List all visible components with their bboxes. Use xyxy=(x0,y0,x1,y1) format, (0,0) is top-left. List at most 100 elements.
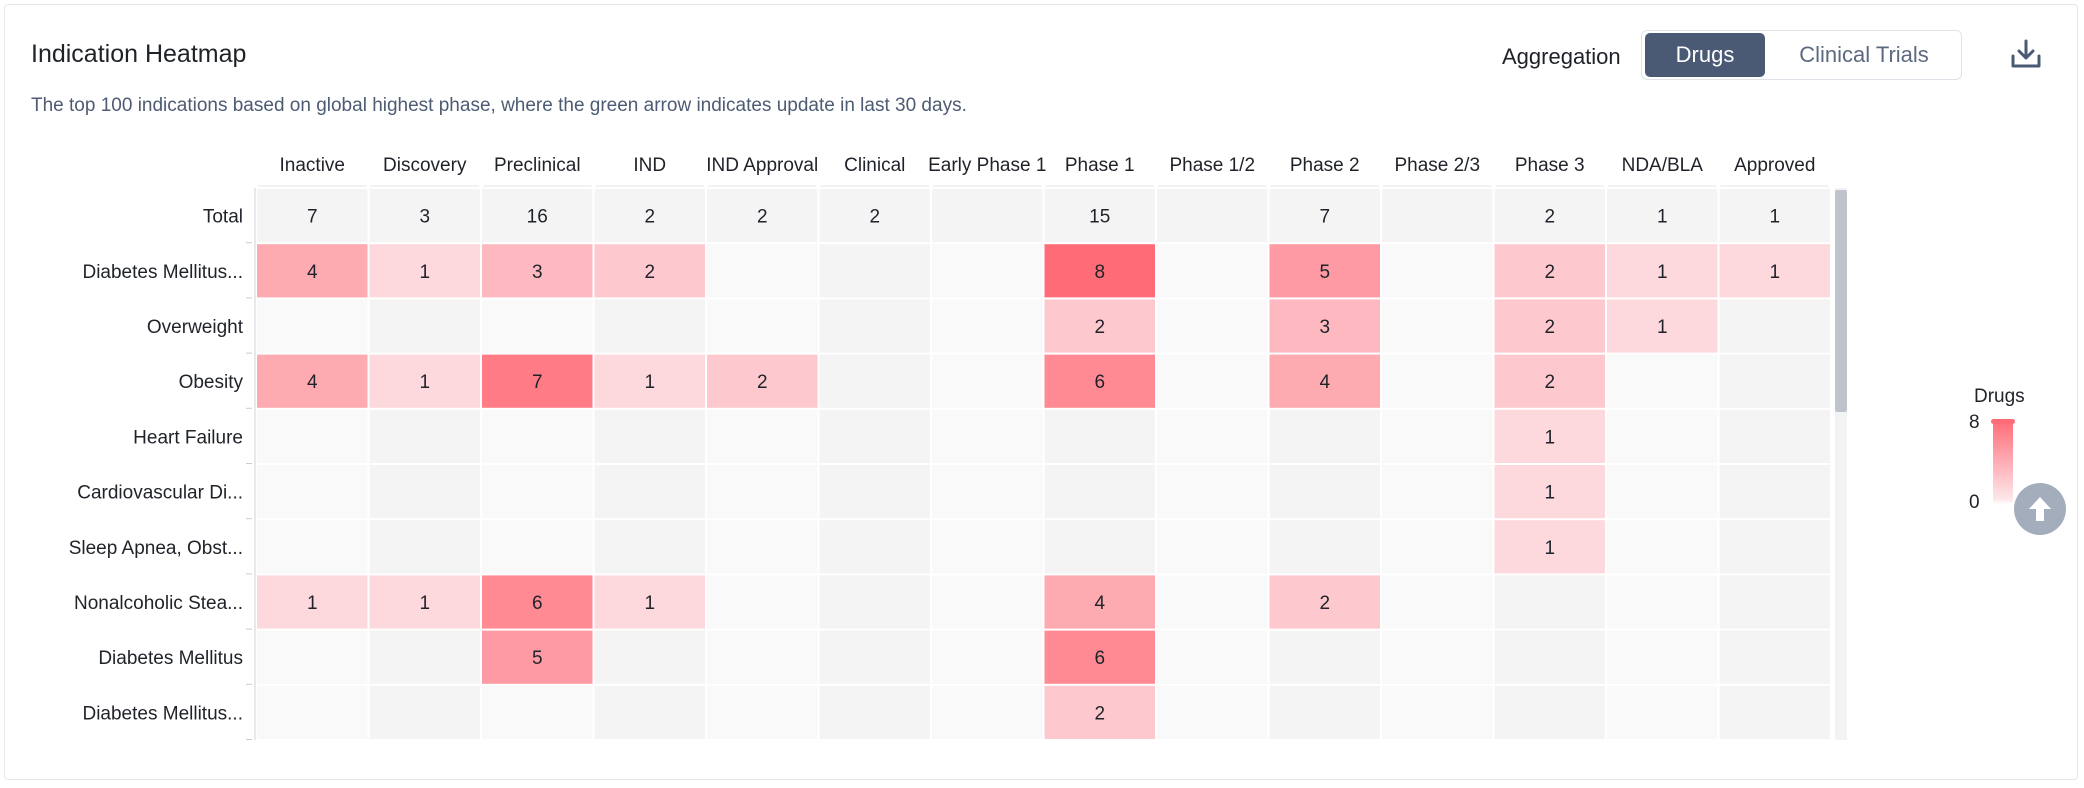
heatmap-cell xyxy=(1607,575,1718,628)
heatmap-cell xyxy=(1495,631,1606,684)
heatmap-cell xyxy=(1720,410,1831,463)
heatmap-cell xyxy=(1045,520,1156,573)
heatmap-cell xyxy=(932,410,1043,463)
cell-value: 1 xyxy=(644,593,655,614)
heatmap-cell xyxy=(932,465,1043,518)
row-label: Diabetes Mellitus... xyxy=(82,262,243,283)
heatmap-cell xyxy=(1382,575,1493,628)
cell-value: 5 xyxy=(532,648,543,669)
column-header: Inactive xyxy=(280,155,345,176)
heatmap-cell xyxy=(820,299,931,352)
heatmap-cell xyxy=(257,465,368,518)
row-label: Cardiovascular Di... xyxy=(77,483,243,504)
total-value: 7 xyxy=(1319,207,1330,228)
heatmap-cell xyxy=(820,520,931,573)
heatmap-cell xyxy=(1382,299,1493,352)
heatmap-cell xyxy=(1382,631,1493,684)
heatmap-cell xyxy=(1495,686,1606,739)
cell-value: 5 xyxy=(1319,262,1330,283)
heatmap-cell xyxy=(482,465,593,518)
cell-value: 2 xyxy=(1544,372,1555,393)
heatmap-cell xyxy=(1270,631,1381,684)
cell-value: 2 xyxy=(757,372,768,393)
heatmap-cell xyxy=(932,244,1043,297)
heatmap-cell xyxy=(1382,410,1493,463)
heatmap-cell xyxy=(1382,355,1493,408)
heatmap-cell xyxy=(1607,520,1718,573)
heatmap-cell xyxy=(257,686,368,739)
cell-value: 2 xyxy=(1094,317,1105,338)
column-header: Phase 2 xyxy=(1290,155,1360,176)
heatmap-cell xyxy=(1720,575,1831,628)
scroll-top-button[interactable] xyxy=(2014,483,2066,535)
cell-value: 1 xyxy=(307,593,318,614)
cell-value: 1 xyxy=(419,372,430,393)
heatmap-cell xyxy=(1382,465,1493,518)
total-cell xyxy=(1382,189,1493,242)
cell-value: 1 xyxy=(419,262,430,283)
total-row-label: Total xyxy=(203,207,243,228)
column-header: Phase 1/2 xyxy=(1169,155,1255,176)
heatmap-cell xyxy=(932,631,1043,684)
heatmap-cell xyxy=(932,686,1043,739)
heatmap-cell xyxy=(370,686,481,739)
column-header: Early Phase 1 xyxy=(928,155,1046,176)
heatmap-cell xyxy=(1382,520,1493,573)
heatmap-cell xyxy=(932,575,1043,628)
total-value: 7 xyxy=(307,207,318,228)
heatmap-cell xyxy=(482,410,593,463)
heatmap-cell xyxy=(932,520,1043,573)
heatmap-cell xyxy=(595,410,706,463)
heatmap-cell xyxy=(370,299,481,352)
total-value: 3 xyxy=(419,207,430,228)
row-label: Nonalcoholic Stea... xyxy=(74,593,243,614)
heatmap-cell xyxy=(1157,299,1268,352)
heatmap-cell xyxy=(595,686,706,739)
total-value: 2 xyxy=(869,207,880,228)
total-value: 1 xyxy=(1657,207,1668,228)
total-value: 2 xyxy=(644,207,655,228)
heatmap-cell xyxy=(1157,520,1268,573)
cell-value: 4 xyxy=(1094,593,1105,614)
legend-min-label: 0 xyxy=(1969,492,1980,514)
total-value: 2 xyxy=(757,207,768,228)
cell-value: 2 xyxy=(1319,593,1330,614)
heatmap-cell xyxy=(1157,631,1268,684)
column-header: NDA/BLA xyxy=(1622,155,1704,176)
cell-value: 1 xyxy=(419,593,430,614)
row-label: Diabetes Mellitus xyxy=(98,648,243,669)
heatmap-cell xyxy=(370,520,481,573)
scrollbar-thumb[interactable] xyxy=(1835,190,1847,412)
heatmap-cell xyxy=(707,631,818,684)
heatmap-cell xyxy=(370,631,481,684)
download-icon[interactable] xyxy=(2008,36,2044,72)
heatmap-cell xyxy=(932,355,1043,408)
heatmap-cell xyxy=(707,520,818,573)
heatmap-cell xyxy=(1157,686,1268,739)
heatmap-cell xyxy=(257,299,368,352)
heatmap-cell xyxy=(820,244,931,297)
heatmap-cell xyxy=(257,631,368,684)
cell-value: 7 xyxy=(532,372,543,393)
heatmap-cell xyxy=(707,686,818,739)
heatmap-cell xyxy=(370,465,481,518)
heatmap-cell xyxy=(707,465,818,518)
total-value: 16 xyxy=(527,207,548,228)
legend-handle[interactable] xyxy=(1991,419,2015,424)
heatmap-cell xyxy=(1045,410,1156,463)
cell-value: 2 xyxy=(1544,262,1555,283)
heatmap-cell xyxy=(707,244,818,297)
total-value: 2 xyxy=(1544,207,1555,228)
cell-value: 2 xyxy=(1094,703,1105,724)
cell-value: 6 xyxy=(532,593,543,614)
row-label: Diabetes Mellitus... xyxy=(82,703,243,724)
heatmap-cell xyxy=(595,520,706,573)
heatmap-cell xyxy=(257,410,368,463)
heatmap-cell xyxy=(1720,299,1831,352)
heatmap-cell xyxy=(1607,410,1718,463)
total-cell xyxy=(932,189,1043,242)
row-label: Heart Failure xyxy=(133,427,243,448)
legend-gradient[interactable] xyxy=(1993,420,2013,504)
heatmap-cell xyxy=(595,299,706,352)
heatmap-cell xyxy=(820,575,931,628)
